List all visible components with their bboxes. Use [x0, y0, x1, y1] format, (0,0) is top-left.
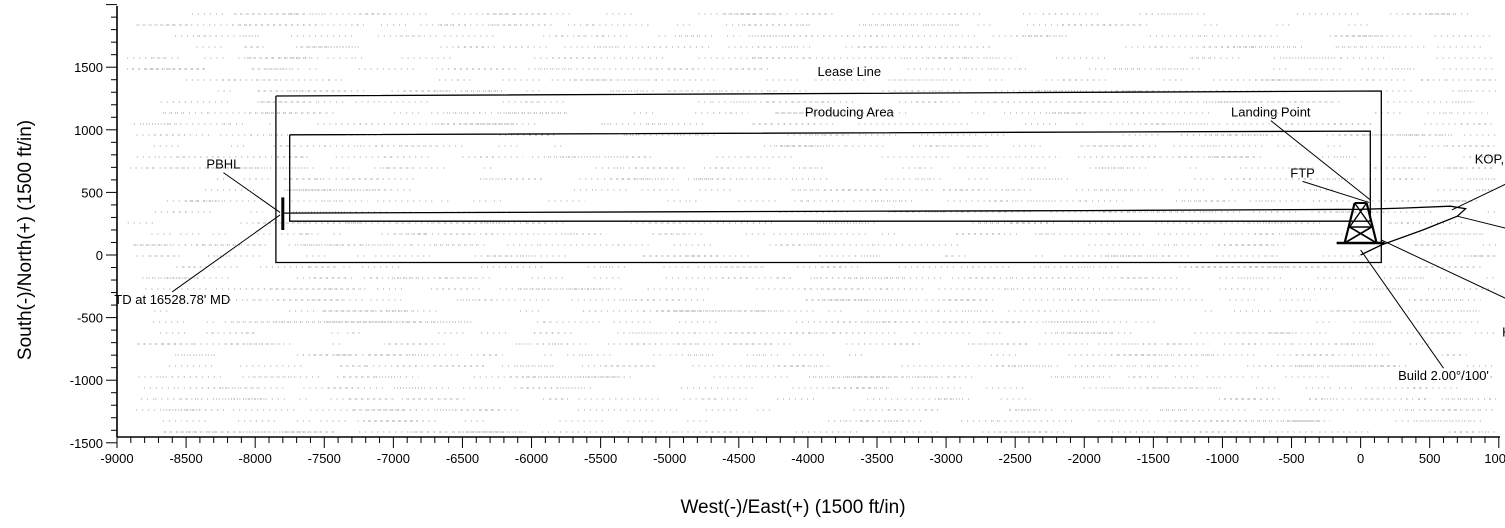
y-tick-label: 1500: [74, 60, 103, 75]
annotation-leader: [171, 214, 281, 293]
x-tick-label: -1500: [1137, 451, 1170, 466]
producing-area-outline: [289, 130, 1371, 222]
x-tick-label: -3500: [860, 451, 893, 466]
y-tick-label: -1000: [70, 373, 103, 388]
y-axis-title: South(-)/North(+) (1500 ft/in): [15, 120, 36, 360]
annotation-label: Build 2.00°/100': [1398, 368, 1489, 383]
annotation-leader: [1270, 120, 1371, 201]
annotation-leader: [1360, 249, 1444, 369]
annotation-leader: [1457, 215, 1505, 229]
y-tick-label: 500: [81, 185, 103, 200]
x-tick-label: -500: [1279, 451, 1305, 466]
x-tick-label: 500: [1419, 451, 1441, 466]
x-tick-label: -4500: [722, 451, 755, 466]
background-speckle: [127, 13, 1496, 433]
plot-series: [275, 90, 1468, 264]
x-tick-label: -6500: [446, 451, 479, 466]
annotation-label: Producing Area: [805, 105, 895, 120]
lease-line-outline: [275, 90, 1382, 264]
x-tick-label: -1000: [1206, 451, 1239, 466]
x-tick-label: 1000: [1484, 451, 1505, 466]
rig-leg-left: [1343, 202, 1356, 244]
annotation-label: PBHL: [206, 157, 240, 172]
annotation-leader: [1381, 239, 1505, 299]
x-tick-label: -2000: [1068, 451, 1101, 466]
x-tick-label: -4000: [791, 451, 824, 466]
x-tick-label: 0: [1357, 451, 1364, 466]
rig-icon: [1336, 202, 1385, 245]
y-tick-label: -500: [77, 311, 103, 326]
x-tick-label: -6000: [515, 451, 548, 466]
annotation-leader: [1451, 183, 1505, 211]
annotation-label: FTP: [1290, 165, 1315, 180]
y-tick-label: -1500: [70, 436, 103, 451]
series-path: [282, 205, 1468, 256]
x-tick-label: -5000: [653, 451, 686, 466]
x-tick-label: -9000: [100, 451, 133, 466]
axes: -9000 -8500 -8000 -7500 -7000 -6500 -6000 -5500…: [70, 4, 1505, 466]
annotation-label: Landing Point: [1231, 105, 1311, 120]
x-tick-label: -3000: [929, 451, 962, 466]
annotation-label: TD at 16528.78' MD: [114, 292, 230, 307]
x-tick-label: -8000: [239, 451, 272, 466]
annotation-label: KOP, Build 10.00°/100': [1475, 152, 1505, 167]
annotation-leader: [1302, 180, 1370, 203]
x-axis-title: West(-)/East(+) (1500 ft/in): [680, 497, 905, 518]
x-tick-label: -5500: [584, 451, 617, 466]
annotation-label: Lease Line: [818, 64, 882, 79]
rig-leg-right: [1365, 202, 1378, 244]
y-tick-label: 0: [96, 248, 103, 263]
x-tick-label: -2500: [999, 451, 1032, 466]
annotation-label: Hold 18.00° Tangent: [1502, 324, 1505, 339]
y-tick-label: 1000: [74, 123, 103, 138]
rig-brace: [1344, 226, 1373, 244]
annotations: Lease Line Producing Area Landing Point FTP…: [114, 64, 1505, 383]
annotation-leader: [223, 172, 281, 213]
rig-brace: [1354, 202, 1373, 228]
rig-brace: [1349, 226, 1378, 244]
x-tick-label: -7000: [377, 451, 410, 466]
rig-brace: [1349, 202, 1368, 228]
x-tick-label: -7500: [308, 451, 341, 466]
x-tick-label: -8500: [169, 451, 202, 466]
